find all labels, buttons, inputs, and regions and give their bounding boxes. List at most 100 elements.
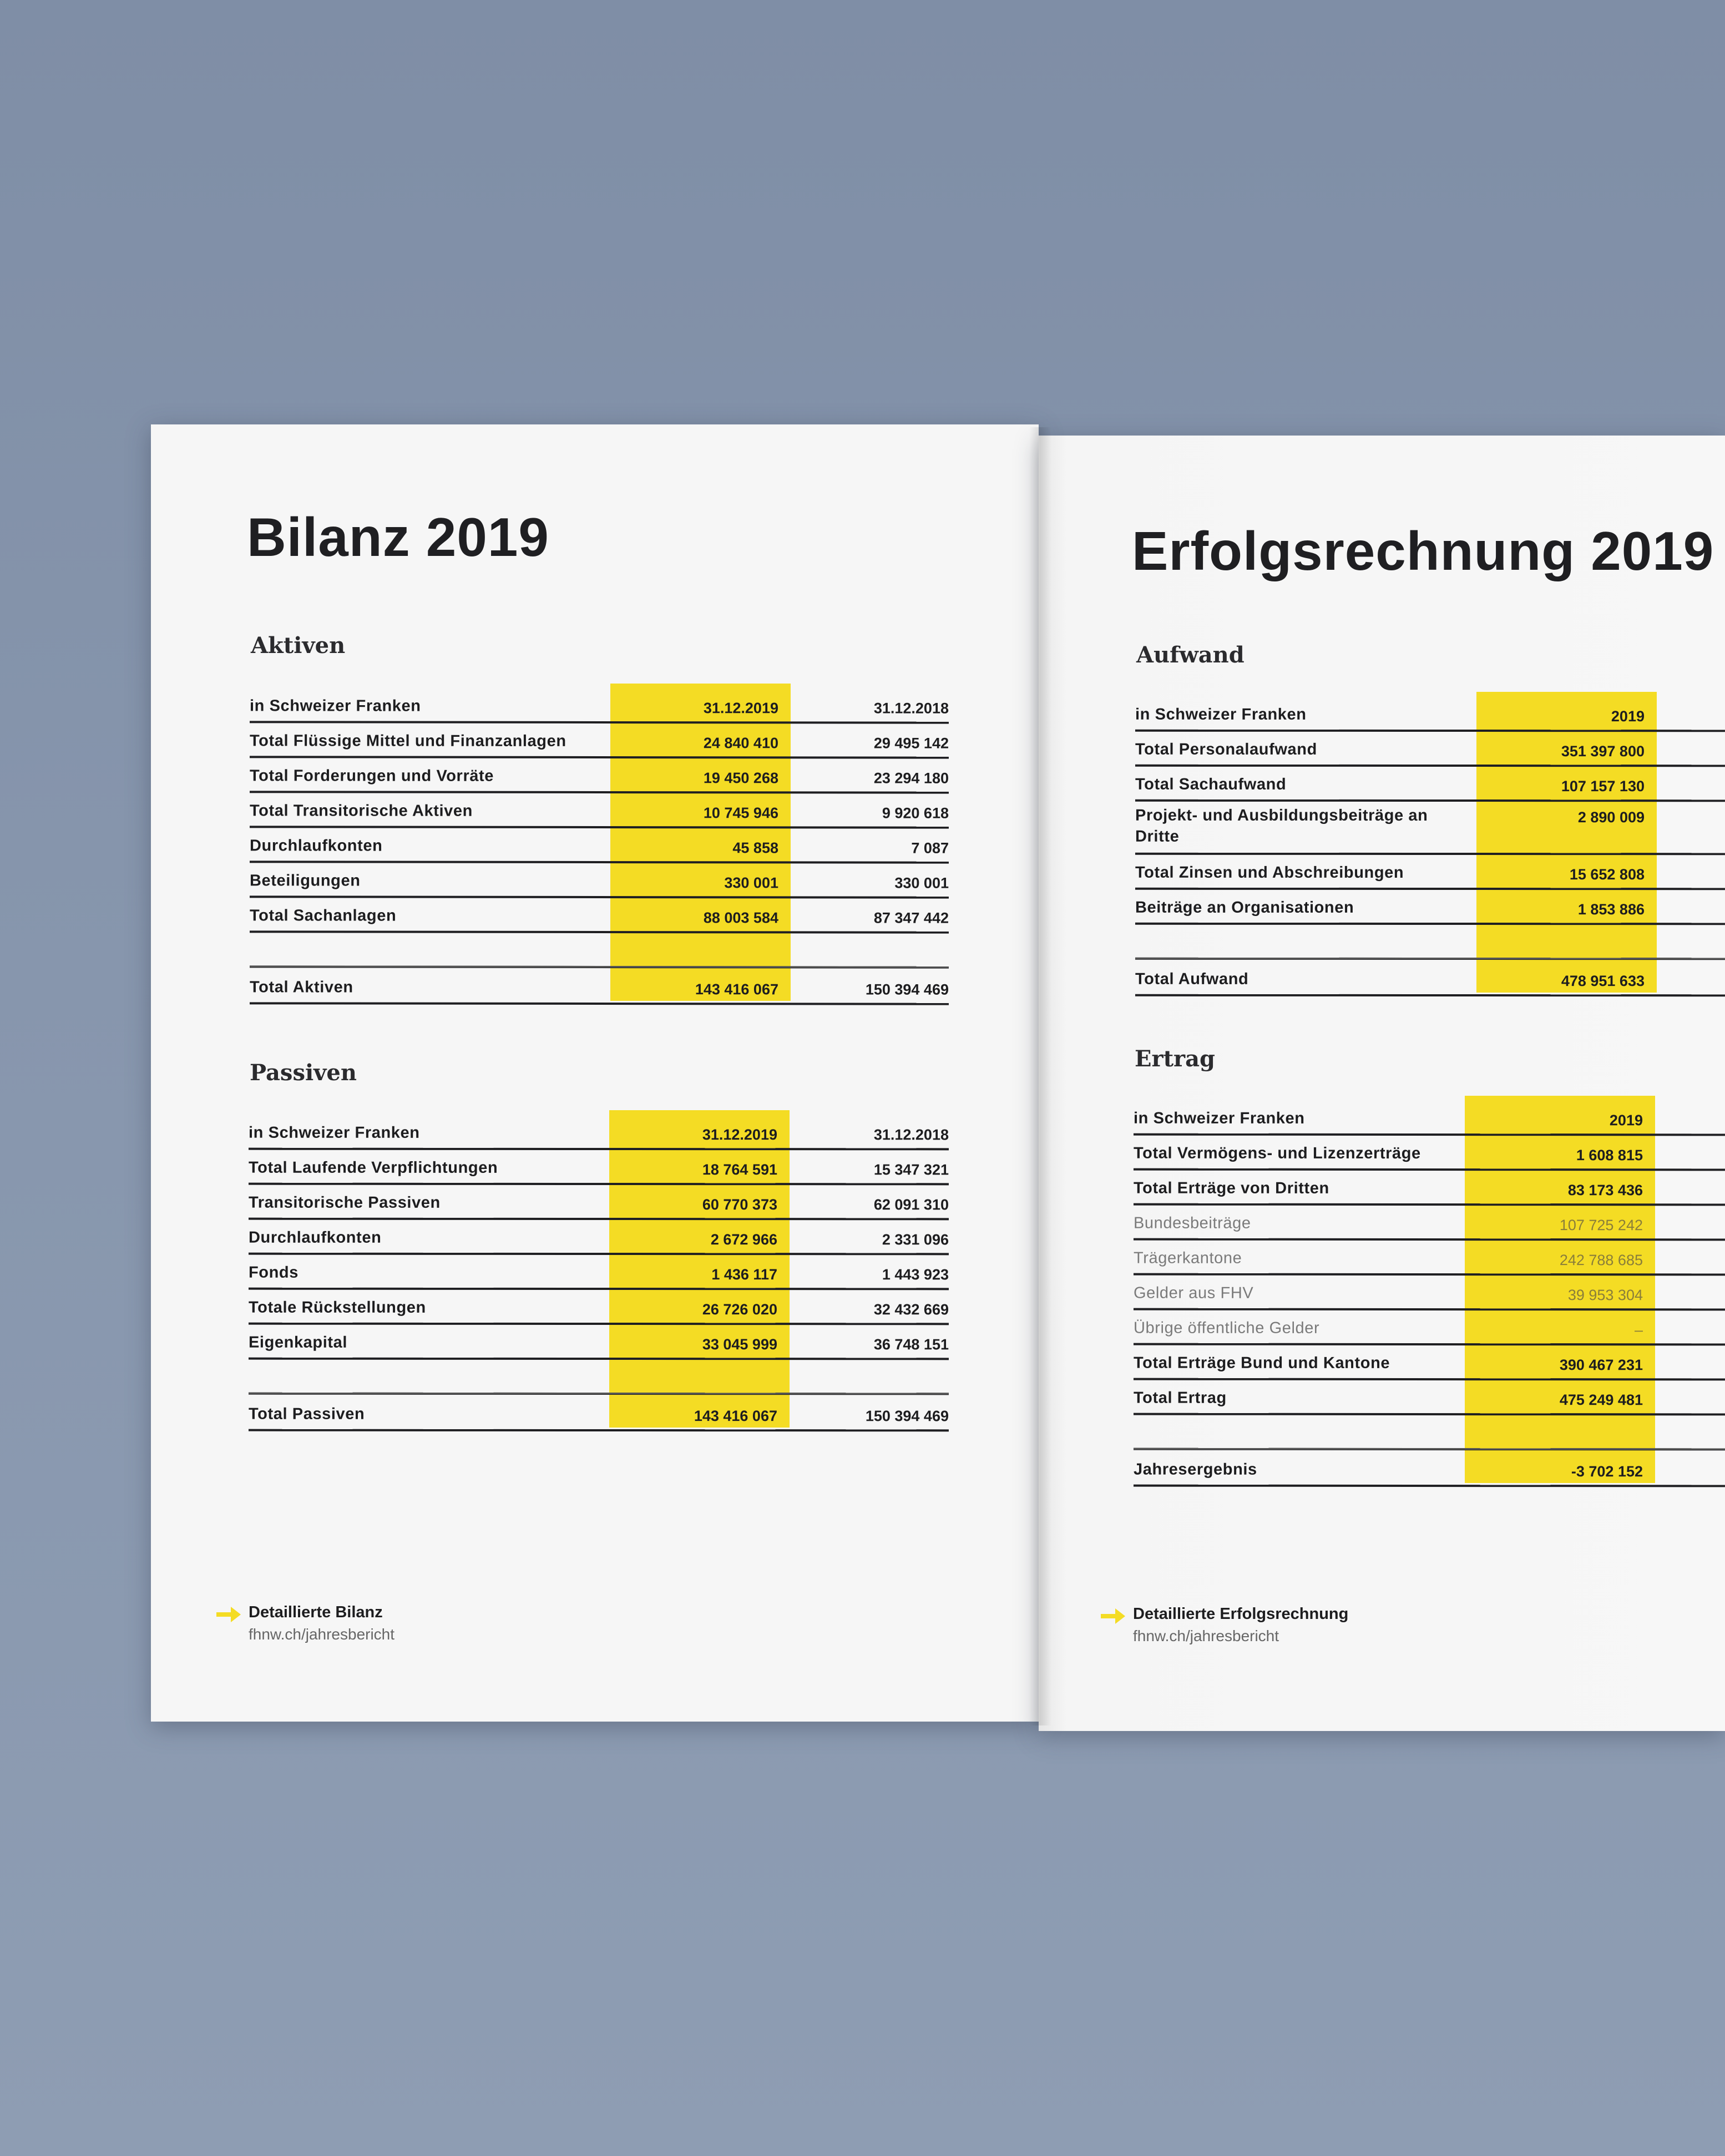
value-previous-year: 2 331 096 xyxy=(882,1231,949,1248)
value-current-year: 2 890 009 xyxy=(1577,809,1645,826)
row-label: Gelder aus FHV xyxy=(1133,1284,1254,1302)
table-row: Durchlaufkonten 45 858 7 087 xyxy=(249,826,949,864)
value-previous-year: 62 091 310 xyxy=(873,1196,949,1213)
current-year-highlight xyxy=(610,684,791,1001)
row-label: Total Zinsen und Abschreibungen xyxy=(1135,863,1404,882)
passiven-table: in Schweizer Franken 31.12.2019 31.12.2018… xyxy=(248,1110,949,1432)
aktiven-table: in Schweizer Franken 31.12.2019 31.12.2018… xyxy=(249,684,949,1005)
value-previous-year: 29 495 142 xyxy=(873,735,949,752)
row-label: in Schweizer Franken xyxy=(249,697,421,715)
table-header-row: in Schweizer Franken 31.12.2019 31.12.2018 xyxy=(248,1112,949,1151)
table-row: Total Erträge Bund und Kantone 390 467 23… xyxy=(1133,1343,1725,1381)
table-row xyxy=(248,1357,949,1395)
value-current-year: 351 397 800 xyxy=(1561,743,1645,760)
table-row: Beiträge an Organisationen 1 853 886 xyxy=(1135,887,1725,925)
bilanz-title: Bilanz 2019 xyxy=(247,507,549,568)
table-total-row: Total Aktiven 143 416 067 150 394 469 xyxy=(249,965,949,1005)
value-current-year: 330 001 xyxy=(724,874,779,892)
value-current-year: 88 003 584 xyxy=(703,909,779,927)
value-previous-year: 1 443 923 xyxy=(882,1266,949,1283)
table-header-row: in Schweizer Franken 2019 xyxy=(1133,1098,1725,1136)
table-row: Total Forderungen und Vorräte 19 450 268 2… xyxy=(249,756,949,794)
table-header-row: in Schweizer Franken 2019 xyxy=(1135,694,1725,732)
row-label: Total Aufwand xyxy=(1135,970,1249,988)
arrow-right-icon xyxy=(216,1607,241,1622)
value-current-year: 19 450 268 xyxy=(703,770,779,787)
row-label: Eigenkapital xyxy=(248,1333,348,1352)
current-year-highlight xyxy=(1476,692,1657,993)
value-current-year: 24 840 410 xyxy=(703,735,779,752)
table-row xyxy=(1135,922,1725,960)
row-label: in Schweizer Franken xyxy=(1135,705,1307,723)
row-label: Total Passiven xyxy=(248,1405,365,1423)
value-current-year: 18 764 591 xyxy=(702,1161,778,1178)
footer-link-title[interactable]: Detaillierte Bilanz xyxy=(249,1603,383,1621)
row-label: Total Erträge Bund und Kantone xyxy=(1133,1354,1390,1372)
row-label: Total Flüssige Mittel und Finanzanlagen xyxy=(249,732,566,750)
value-current-year: 83 173 436 xyxy=(1567,1182,1643,1199)
row-label: Jahresergebnis xyxy=(1133,1460,1257,1479)
value-current-year: 2019 xyxy=(1609,1112,1643,1129)
value-current-year: 107 725 242 xyxy=(1559,1217,1643,1234)
table-row: Bundesbeiträge 107 725 242 xyxy=(1133,1203,1725,1241)
row-label: Projekt- und Ausbildungsbeiträge an Drit… xyxy=(1135,806,1428,846)
row-label: Durchlaufkonten xyxy=(249,837,383,855)
table-row: Total Sachanlagen 88 003 584 87 347 442 xyxy=(249,895,949,934)
value-current-year: 31.12.2019 xyxy=(703,700,779,717)
value-current-year: 478 951 633 xyxy=(1561,973,1645,990)
table-row: Total Vermögens- und Lizenzerträge 1 608 … xyxy=(1133,1133,1725,1171)
table-total-row: Total Aufwand 478 951 633 xyxy=(1135,957,1725,997)
value-current-year: 242 788 685 xyxy=(1559,1252,1643,1269)
table-row: Übrige öffentliche Gelder – xyxy=(1133,1308,1725,1346)
value-previous-year: 31.12.2018 xyxy=(873,700,949,717)
table-row: Beteiligungen 330 001 330 001 xyxy=(249,861,949,899)
row-label: Bundesbeiträge xyxy=(1133,1214,1251,1232)
table-total-row: Jahresergebnis -3 702 152 xyxy=(1133,1448,1725,1487)
value-previous-year: 36 748 151 xyxy=(873,1336,949,1353)
footer-link-title[interactable]: Detaillierte Erfolgsrechnung xyxy=(1133,1605,1349,1623)
value-current-year: 107 157 130 xyxy=(1561,778,1645,795)
right-page xyxy=(1039,436,1725,1731)
erfolgsrechnung-title: Erfolgsrechnung 2019 xyxy=(1132,520,1714,581)
aktiven-heading: Aktiven xyxy=(251,632,346,659)
table-row: Totale Rückstellungen 26 726 020 32 432 66… xyxy=(248,1287,949,1325)
ertrag-heading: Ertrag xyxy=(1135,1046,1215,1072)
row-label: Fonds xyxy=(248,1263,299,1282)
value-current-year: 143 416 067 xyxy=(694,1408,778,1425)
table-row: Transitorische Passiven 60 770 373 62 091 … xyxy=(248,1182,949,1221)
row-label: in Schweizer Franken xyxy=(1133,1109,1305,1127)
row-label: in Schweizer Franken xyxy=(248,1123,420,1142)
value-current-year: 33 045 999 xyxy=(702,1336,778,1353)
value-current-year: 31.12.2019 xyxy=(702,1126,778,1143)
value-current-year: 2 672 966 xyxy=(710,1231,778,1248)
table-row: Gelder aus FHV 39 953 304 xyxy=(1133,1273,1725,1311)
value-current-year: 2019 xyxy=(1611,708,1645,725)
book-gutter xyxy=(1029,427,1051,1725)
row-label: Total Transitorische Aktiven xyxy=(249,802,473,820)
footer-link-url[interactable]: fhnw.ch/jahresbericht xyxy=(1133,1627,1279,1644)
footer-link-url[interactable]: fhnw.ch/jahresbericht xyxy=(249,1626,395,1643)
row-label: Durchlaufkonten xyxy=(248,1228,382,1247)
value-previous-year: 9 920 618 xyxy=(882,804,949,822)
aufwand-table: in Schweizer Franken 2019 Total Personalau… xyxy=(1135,692,1725,997)
row-label: Total Sachanlagen xyxy=(249,907,397,925)
value-current-year: – xyxy=(1634,1322,1643,1339)
value-previous-year: 31.12.2018 xyxy=(873,1126,949,1143)
table-row: Eigenkapital 33 045 999 36 748 151 xyxy=(248,1322,949,1360)
value-previous-year: 87 347 442 xyxy=(873,909,949,927)
left-page xyxy=(151,424,1039,1722)
table-row: Total Laufende Verpflichtungen 18 764 591… xyxy=(248,1147,949,1186)
row-label: Trägerkantone xyxy=(1133,1249,1242,1267)
table-row xyxy=(249,930,949,969)
value-previous-year: 150 394 469 xyxy=(865,1408,949,1425)
table-row: Trägerkantone 242 788 685 xyxy=(1133,1238,1725,1276)
row-label: Übrige öffentliche Gelder xyxy=(1133,1319,1320,1337)
value-current-year: 1 853 886 xyxy=(1577,901,1645,918)
value-current-year: 26 726 020 xyxy=(702,1301,778,1318)
row-label: Total Aktiven xyxy=(249,978,353,996)
table-row: Total Erträge von Dritten 83 173 436 xyxy=(1133,1168,1725,1206)
arrow-right-icon xyxy=(1101,1608,1125,1624)
table-row: Total Flüssige Mittel und Finanzanlagen 2… xyxy=(249,721,949,759)
table-row: Durchlaufkonten 2 672 966 2 331 096 xyxy=(248,1217,949,1256)
row-label: Total Ertrag xyxy=(1133,1389,1227,1407)
